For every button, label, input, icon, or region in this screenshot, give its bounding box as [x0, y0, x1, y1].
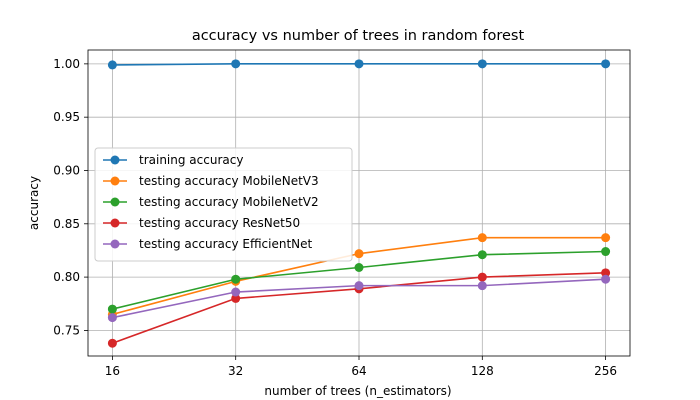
data-point: [601, 274, 611, 284]
data-point: [107, 338, 117, 348]
legend-marker: [110, 176, 120, 186]
data-point: [231, 274, 241, 284]
y-tick-label: 1.00: [53, 57, 80, 71]
series-layer: [107, 59, 611, 348]
data-point: [107, 60, 117, 70]
legend-marker: [110, 218, 120, 228]
legend: training accuracy testing accuracy Mobile…: [94, 147, 353, 262]
legend-label: testing accuracy MobileNetV2: [139, 195, 319, 209]
data-point: [477, 59, 487, 69]
data-point: [477, 233, 487, 243]
x-tick-label: 32: [228, 364, 243, 378]
data-point: [107, 304, 117, 314]
data-point: [354, 59, 364, 69]
data-point: [601, 247, 611, 257]
y-tick-label: 0.75: [53, 323, 80, 337]
legend-label: testing accuracy ResNet50: [139, 216, 300, 230]
x-tick-label: 16: [105, 364, 120, 378]
chart-title: accuracy vs number of trees in random fo…: [192, 28, 525, 44]
legend-label: testing accuracy MobileNetV3: [139, 174, 319, 188]
data-point: [231, 293, 241, 303]
y-tick-label: 0.80: [53, 270, 80, 284]
x-tick-label: 64: [351, 364, 366, 378]
legend-marker: [110, 197, 120, 207]
legend-marker: [110, 155, 120, 165]
y-axis-label: accuracy: [27, 176, 41, 230]
legend-label: testing accuracy EfficientNet: [139, 237, 313, 251]
legend-box: [94, 147, 353, 262]
axes: 16 32 64 128 256 0.75 0.80 0.85 0.90 0.95 1.00: [53, 49, 631, 378]
data-point: [477, 272, 487, 282]
data-point: [601, 268, 611, 278]
x-tick-label: 128: [471, 364, 494, 378]
data-point: [601, 59, 611, 69]
data-point: [107, 313, 117, 323]
legend-label: training accuracy: [139, 153, 243, 167]
x-tick-label: 256: [594, 364, 617, 378]
data-point: [601, 233, 611, 243]
y-tick-label: 0.85: [53, 217, 80, 231]
data-point: [231, 59, 241, 69]
data-point: [477, 250, 487, 260]
data-point: [354, 281, 364, 291]
y-tick-label: 0.95: [53, 110, 80, 124]
data-point: [354, 263, 364, 273]
x-axis-label: number of trees (n_estimators): [264, 384, 451, 398]
data-point: [231, 287, 241, 297]
data-point: [477, 281, 487, 291]
y-tick-label: 0.90: [53, 163, 80, 177]
data-point: [354, 249, 364, 259]
legend-marker: [110, 239, 120, 249]
